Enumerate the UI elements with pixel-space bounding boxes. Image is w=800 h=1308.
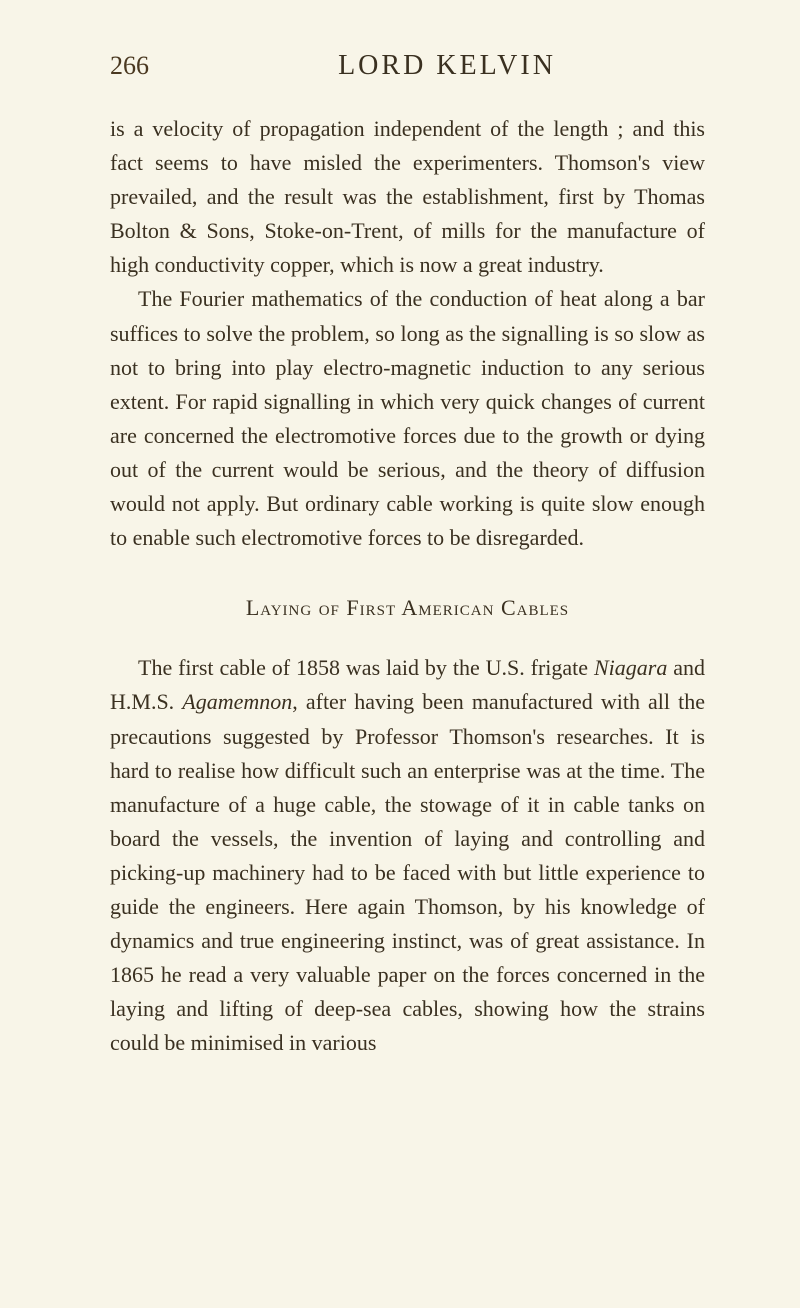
page-header: 266 LORD KELVIN — [110, 50, 705, 82]
section-heading: Laying of First American Cables — [110, 591, 705, 625]
p3-text-3: , after having been manufactured with al… — [110, 689, 705, 1055]
running-head: LORD KELVIN — [189, 50, 705, 82]
paragraph-3: The first cable of 1858 was laid by the … — [110, 651, 705, 1060]
p3-text-1: The first cable of 1858 was laid by the … — [138, 655, 594, 680]
paragraph-2: The Fourier mathematics of the conductio… — [110, 282, 705, 555]
paragraph-1: is a velocity of propagation independent… — [110, 112, 705, 282]
page-number: 266 — [110, 51, 149, 81]
p3-italic-niagara: Niagara — [594, 655, 667, 680]
p3-italic-agamemnon: Agamemnon — [182, 689, 292, 714]
body-text: is a velocity of propagation independent… — [110, 112, 705, 1060]
